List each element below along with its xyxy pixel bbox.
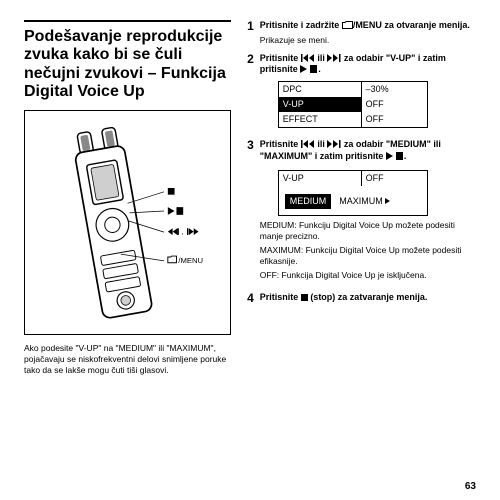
next-icon	[327, 54, 341, 62]
next-icon	[327, 140, 341, 148]
lcd-cell: MAXIMUM	[331, 194, 394, 209]
lcd-cell: OFF	[362, 97, 427, 112]
page-title: Podešavanje reprodukcije zvuka kako bi s…	[24, 20, 231, 102]
step-text: Pritisnite i zadržite	[260, 20, 342, 30]
svg-text:/MENU: /MENU	[178, 255, 203, 264]
step-number: 3	[247, 139, 254, 285]
lcd-cell: V-UP	[279, 171, 362, 186]
step-text: .	[404, 151, 407, 161]
caption-text: Ako podesite "V-UP" na "MEDIUM" ili "MAX…	[24, 343, 231, 376]
device-illustration: , /MENU	[24, 110, 231, 335]
step-text: Pritisnite	[260, 139, 301, 149]
step-text: ili	[317, 139, 327, 149]
step-number: 1	[247, 20, 254, 46]
step-1: 1 Pritisnite i zadržite /MENU za otvaran…	[247, 20, 476, 46]
step-2: 2 Pritisnite ili za odabir "V-UP" i zati…	[247, 53, 476, 133]
lcd-cell-selected: V-UP	[279, 97, 362, 112]
stop-icon	[301, 294, 308, 301]
play-stop-icon	[300, 65, 318, 73]
step-text: Pritisnite	[260, 53, 301, 63]
step-text: Pritisnite	[260, 292, 301, 302]
prev-icon	[301, 54, 315, 62]
lcd-cell: DPC	[279, 82, 362, 97]
triangle-right-icon	[385, 198, 390, 204]
step-number: 2	[247, 53, 254, 133]
page-number: 63	[465, 481, 476, 492]
step-text: (stop) za zatvaranje menija.	[310, 292, 427, 302]
step-sub: Prikazuje se meni.	[260, 35, 476, 46]
description-block: MEDIUM: Funkciju Digital Voice Up možete…	[260, 220, 476, 281]
lcd-cell: EFFECT	[279, 112, 362, 127]
lcd-display-1: DPC –30% V-UP OFF EFFECT OFF	[278, 81, 428, 128]
step-4: 4 Pritisnite (stop) za zatvaranje menija…	[247, 292, 476, 305]
lcd-cell: –30%	[362, 82, 427, 97]
svg-text:,: ,	[181, 227, 183, 236]
desc-off: OFF: Funkcija Digital Voice Up je isklju…	[260, 270, 476, 281]
folder-icon	[342, 21, 353, 29]
desc-medium: MEDIUM: Funkciju Digital Voice Up možete…	[260, 220, 476, 242]
step-text: .	[318, 64, 321, 74]
play-stop-icon	[386, 152, 404, 160]
lcd-cell-selected: MEDIUM	[285, 194, 332, 209]
step-number: 4	[247, 292, 254, 305]
step-3: 3 Pritisnite ili za odabir "MEDIUM" ili …	[247, 139, 476, 285]
lcd-display-2: V-UP OFF MEDIUM MAXIMUM	[278, 170, 428, 216]
step-text: /MENU za otvaranje menija.	[353, 20, 470, 30]
step-text: ili	[317, 53, 327, 63]
prev-icon	[301, 140, 315, 148]
lcd-cell: OFF	[362, 112, 427, 127]
desc-maximum: MAXIMUM: Funkciju Digital Voice Up možet…	[260, 245, 476, 267]
lcd-cell: OFF	[362, 171, 427, 186]
